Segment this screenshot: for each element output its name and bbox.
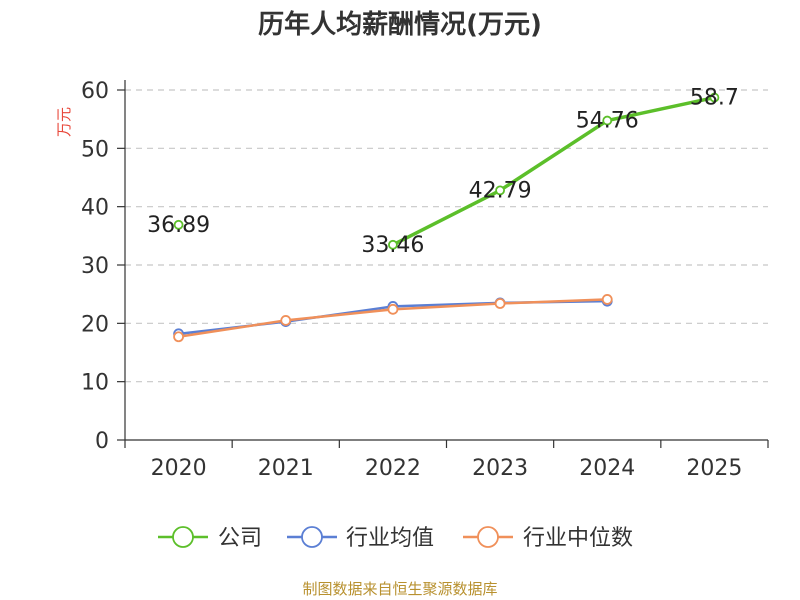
legend-swatch-marker xyxy=(172,526,194,548)
data-point xyxy=(709,92,720,103)
data-label: 42.79 xyxy=(469,178,532,203)
x-tick-label: 2020 xyxy=(151,456,207,481)
x-tick-label: 2022 xyxy=(365,456,421,481)
y-tick-label: 20 xyxy=(81,312,109,337)
data-point xyxy=(495,185,505,196)
y-tick-label: 0 xyxy=(95,429,109,454)
data-label: 33.46 xyxy=(361,233,424,258)
y-axis-label: 万元 xyxy=(55,107,73,137)
x-tick-label: 2025 xyxy=(686,456,742,481)
data-point xyxy=(494,298,506,309)
series-lines xyxy=(173,92,720,343)
data-point xyxy=(387,303,399,315)
data-point xyxy=(173,219,184,230)
data-label: 58.7 xyxy=(690,86,739,111)
y-tick-label: 40 xyxy=(81,196,109,221)
data-point xyxy=(602,115,613,126)
legend-item[interactable]: 行业均值 xyxy=(287,526,434,551)
data-labels: 36.89 33.46 42.79 54.76 58.7 xyxy=(147,86,739,258)
axes: 0 10 20 30 40 50 60 2020 2021 2022 2023 2024 2025 xyxy=(81,79,769,481)
y-tick-label: 50 xyxy=(81,137,109,162)
data-label: 54.76 xyxy=(576,109,639,134)
legend-label: 行业均值 xyxy=(346,526,434,551)
data-point xyxy=(601,294,613,305)
data-label: 36.89 xyxy=(147,213,210,238)
legend-label: 行业中位数 xyxy=(523,526,633,551)
data-point xyxy=(280,315,292,326)
legend-swatch-marker xyxy=(301,526,323,548)
chart-title: 历年人均薪酬情况(万元) xyxy=(258,9,542,40)
x-tick-label: 2023 xyxy=(472,456,528,481)
legend-item[interactable]: 公司 xyxy=(158,526,262,551)
data-point xyxy=(388,239,398,250)
legend-swatch-marker xyxy=(477,526,499,548)
legend-label: 公司 xyxy=(218,526,262,551)
y-tick-label: 30 xyxy=(81,254,109,279)
x-tick-label: 2021 xyxy=(258,456,314,481)
grid-lines xyxy=(125,89,768,383)
legend[interactable]: 公司 行业均值 行业中位数 xyxy=(158,526,633,551)
series-line xyxy=(392,95,715,247)
x-tick-label: 2024 xyxy=(579,456,635,481)
y-tick-label: 10 xyxy=(81,371,109,396)
legend-item[interactable]: 行业中位数 xyxy=(463,526,633,551)
y-tick-label: 60 xyxy=(81,79,109,104)
source-note: 制图数据来自恒生聚源数据库 xyxy=(302,580,497,598)
data-point xyxy=(173,331,184,343)
